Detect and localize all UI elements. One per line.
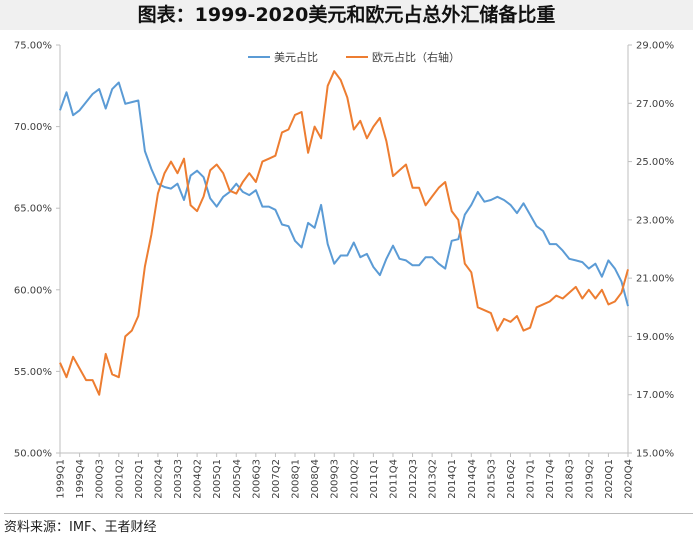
x-tick-label: 2014Q4 (467, 459, 478, 499)
x-tick-label: 2008Q4 (310, 459, 321, 499)
legend-label: 美元占比 (274, 50, 318, 64)
x-tick-label: 1999Q1 (56, 459, 67, 499)
x-tick-label: 2017Q4 (545, 459, 556, 499)
x-tick-label: 1999Q4 (75, 459, 86, 499)
x-tick-label: 2005Q1 (212, 459, 223, 499)
legend-item-eur: 欧元占比（右轴） (346, 50, 460, 64)
series-line-eur (59, 70, 629, 396)
x-tick-label: 2017Q1 (526, 459, 537, 499)
x-tick-label: 2019Q2 (584, 459, 595, 499)
y-left-tick-label: 50.00% (14, 449, 52, 460)
y-left-tick-label: 65.00% (14, 204, 52, 215)
x-tick-label: 2005Q4 (232, 459, 243, 499)
x-tick-label: 2004Q2 (193, 459, 204, 499)
x-tick-label: 2006Q3 (251, 459, 262, 499)
x-tick-label: 2011Q1 (369, 459, 380, 499)
x-tick-label: 2018Q3 (565, 459, 576, 499)
x-tick-label: 2013Q2 (428, 459, 439, 499)
x-tick-label: 2010Q2 (349, 459, 360, 499)
y-right-tick-label: 29.00% (636, 41, 674, 52)
y-left-tick-label: 75.00% (14, 41, 52, 52)
y-right-tick-label: 21.00% (636, 274, 674, 285)
y-right-tick-label: 27.00% (636, 99, 674, 110)
y-left-tick-label: 70.00% (14, 122, 52, 133)
x-tick-label: 2020Q4 (624, 459, 635, 499)
x-tick-label: 2002Q4 (153, 459, 164, 499)
y-right-tick-label: 25.00% (636, 157, 674, 168)
chart-title: 图表：1999-2020美元和欧元占总外汇储备比重 (0, 0, 693, 30)
x-tick-label: 2016Q2 (506, 459, 517, 499)
x-tick-label: 2011Q4 (388, 459, 399, 499)
legend-item-usd: 美元占比 (248, 50, 318, 64)
source-note: 资料来源：IMF、王者财经 (4, 513, 693, 535)
legend-label: 欧元占比（右轴） (372, 50, 460, 64)
x-tick-label: 2001Q2 (114, 459, 125, 499)
series-line-usd (59, 81, 629, 307)
y-right-tick-label: 17.00% (636, 390, 674, 401)
x-tick-label: 2007Q2 (271, 459, 282, 499)
y-right-tick-label: 19.00% (636, 332, 674, 343)
x-tick-label: 2020Q1 (604, 459, 615, 499)
y-right-tick-label: 23.00% (636, 215, 674, 226)
x-tick-label: 2015Q3 (486, 459, 497, 499)
x-tick-label: 2009Q3 (330, 459, 341, 499)
y-left-tick-label: 60.00% (14, 285, 52, 296)
x-tick-label: 2008Q1 (291, 459, 302, 499)
y-right-tick-label: 15.00% (636, 449, 674, 460)
y-left-tick-label: 55.00% (14, 367, 52, 378)
x-tick-label: 2014Q1 (447, 459, 458, 499)
x-tick-label: 2012Q3 (408, 459, 419, 499)
x-tick-label: 2000Q3 (95, 459, 106, 499)
line-chart: 50.00% 55.00% 60.00% 65.00% 70.00% 75.00% 15.0… (14, 41, 674, 499)
x-tick-label: 2002Q1 (134, 459, 145, 499)
x-tick-label: 2003Q3 (173, 459, 184, 499)
